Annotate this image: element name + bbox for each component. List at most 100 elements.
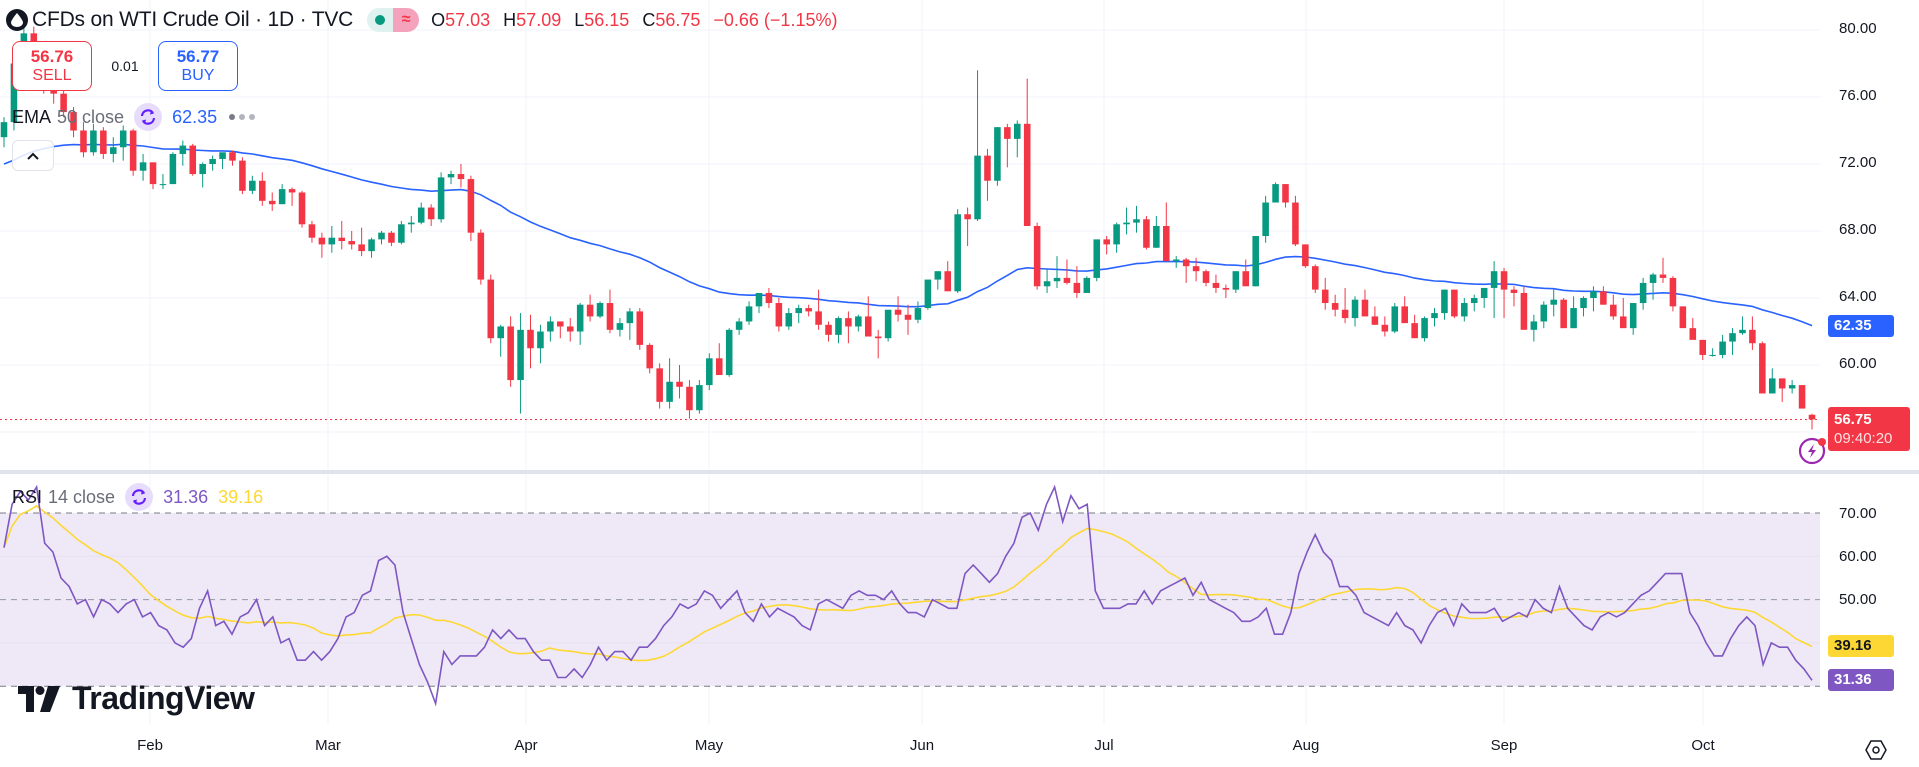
candle-body: [636, 311, 644, 345]
candle-body: [845, 318, 852, 327]
rsi-tick: 50.00: [1839, 591, 1877, 608]
candle-body: [1689, 328, 1697, 340]
price-tick: 76.00: [1839, 87, 1877, 104]
candle-body: [557, 321, 564, 327]
candle-body: [288, 189, 296, 193]
month-label: Apr: [514, 737, 538, 754]
low-value: 56.15: [584, 9, 630, 30]
tradingview-mark-icon: [18, 685, 60, 712]
candle-body: [1113, 224, 1120, 245]
ohlc-values: O57.03 H57.09 L56.15 C56.75 −0.66 (−1.15…: [431, 10, 845, 31]
candle-body: [447, 174, 455, 178]
candle-body: [586, 304, 594, 317]
pane-separator: [0, 470, 1919, 474]
price-tick: 72.00: [1839, 154, 1877, 171]
candle-body: [676, 381, 683, 387]
candle-body: [1540, 304, 1548, 322]
buy-button[interactable]: 56.77 BUY: [158, 41, 238, 91]
candle-body: [119, 130, 127, 148]
tradingview-logo[interactable]: TradingView: [18, 680, 255, 717]
sync-icon[interactable]: [125, 483, 154, 511]
candle-body: [884, 309, 892, 339]
rsi-tag: 31.36: [1828, 669, 1894, 691]
open-value: 57.03: [445, 9, 491, 30]
candle-body: [209, 158, 216, 164]
symbol-title[interactable]: CFDs on WTI Crude Oil · 1D · TVC: [32, 8, 354, 31]
candle-body: [785, 313, 793, 327]
sync-icon[interactable]: [134, 103, 163, 131]
high-key: H: [503, 9, 517, 30]
candle-body: [1331, 303, 1339, 310]
delayed-data-icon: ≈: [393, 8, 420, 32]
lightning-icon[interactable]: [1797, 436, 1827, 466]
market-status-pill[interactable]: ≈: [367, 8, 420, 32]
candle-body: [179, 145, 187, 154]
candle-body: [1719, 341, 1726, 355]
candle-body: [1093, 239, 1101, 278]
ema-name: EMA: [12, 106, 52, 127]
candle-body: [1778, 378, 1786, 389]
spread-value: 0.01: [111, 58, 139, 74]
candle-body: [517, 329, 524, 381]
close-value: 56.75: [655, 9, 701, 30]
candle-body: [974, 155, 981, 220]
month-label: Jul: [1094, 737, 1114, 754]
candle-body: [328, 237, 336, 245]
rsi-ma-value: 39.16: [218, 486, 264, 507]
candle-body: [527, 329, 534, 349]
rsi-tick: 70.00: [1839, 505, 1877, 522]
candle-body: [229, 152, 236, 161]
candle-body: [1600, 291, 1607, 305]
candle-body: [398, 224, 405, 243]
candle-body: [1490, 271, 1498, 288]
candle-body: [954, 214, 961, 292]
candle-body: [1590, 291, 1597, 298]
candle-body: [855, 316, 862, 327]
candle-body: [1163, 225, 1170, 262]
candle-body: [1431, 313, 1438, 319]
candle-body: [1321, 289, 1329, 304]
candle-body: [537, 331, 544, 349]
candle-body: [1023, 123, 1031, 226]
candle-body: [646, 344, 653, 369]
candle-body: [1153, 225, 1160, 248]
candle-body: [1043, 281, 1051, 287]
candle-body: [547, 321, 554, 332]
ema-price-tag: 62.35: [1828, 315, 1894, 337]
rsi-ma-tag: 39.16: [1828, 635, 1894, 657]
candle-body: [1272, 184, 1279, 203]
chart-settings-icon[interactable]: [1864, 738, 1888, 762]
ema-legend[interactable]: EMA 50 close 62.35: [12, 103, 256, 131]
candle-body: [1004, 127, 1011, 139]
candle-body: [378, 232, 385, 240]
candle-body: [268, 200, 276, 205]
candle-body: [1679, 306, 1687, 329]
candle-body: [427, 207, 435, 220]
more-dots-icon[interactable]: [229, 114, 256, 120]
candle-body: [686, 386, 693, 411]
open-key: O: [431, 9, 446, 30]
candle-body: [1768, 378, 1776, 394]
candle-body: [1242, 271, 1250, 287]
collapse-legend-button[interactable]: [12, 140, 54, 171]
candle-body: [298, 192, 306, 225]
candle-body: [1252, 236, 1259, 287]
rsi-legend[interactable]: RSI 14 close 31.36 39.16: [12, 483, 264, 511]
symbol-legend[interactable]: CFDs on WTI Crude Oil · 1D · TVC ≈ O57.0…: [6, 6, 845, 34]
candle-body: [1480, 287, 1488, 298]
candle-body: [80, 130, 87, 153]
candle-body: [1808, 414, 1816, 420]
candle-body: [1401, 306, 1408, 324]
bar-countdown: 09:40:20: [1834, 430, 1893, 447]
candle-body: [1510, 289, 1518, 293]
candle-body: [616, 323, 624, 330]
candle-body: [10, 63, 18, 123]
candle-body: [1798, 385, 1806, 409]
buy-price: 56.77: [176, 47, 220, 66]
candle-body: [1361, 299, 1369, 317]
sell-button[interactable]: 56.76 SELL: [12, 41, 92, 91]
candle-body: [1500, 271, 1508, 290]
candle-body: [1033, 225, 1041, 287]
candle-body: [1729, 333, 1736, 342]
